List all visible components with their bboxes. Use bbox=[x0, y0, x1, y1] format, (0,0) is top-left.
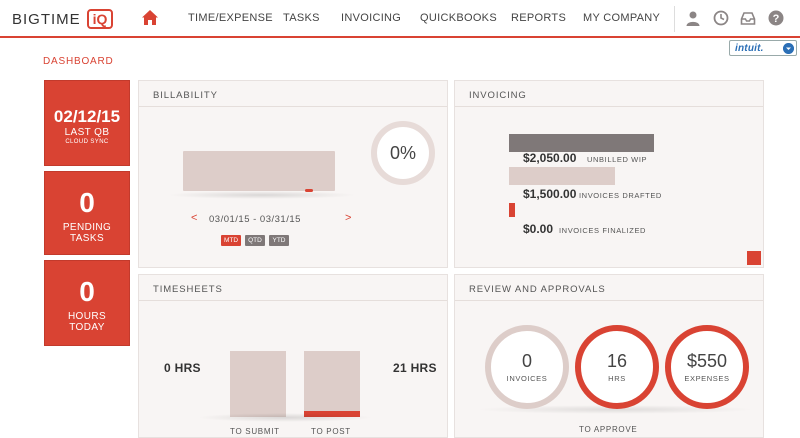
panel-divider bbox=[139, 106, 447, 107]
chart-shadow bbox=[167, 191, 357, 199]
bigtime-logo[interactable]: BIGTIME iQ bbox=[12, 9, 114, 29]
logo-iq-badge: iQ bbox=[86, 9, 114, 29]
nav-my-company[interactable]: MY COMPANY bbox=[583, 12, 661, 24]
billability-marker bbox=[305, 189, 313, 192]
chart-shadow bbox=[475, 405, 755, 414]
sync-date: 02/12/15 bbox=[53, 107, 121, 126]
invoices-approval-ring[interactable]: 0 INVOICES bbox=[485, 325, 569, 409]
pending-tasks-tile[interactable]: 0 PENDING TASKS bbox=[44, 171, 130, 255]
invoicing-corner-button[interactable] bbox=[747, 251, 761, 265]
approvals-title: REVIEW AND APPROVALS bbox=[469, 284, 606, 295]
period-qtd-button[interactable]: QTD bbox=[245, 235, 265, 246]
intuit-label: intuit. bbox=[735, 42, 764, 54]
panel-divider bbox=[455, 300, 763, 301]
nav-divider bbox=[674, 6, 675, 32]
invoicing-panel: INVOICING $2,050.00 UNBILLED WIP $1,500.… bbox=[454, 80, 764, 268]
previous-period-arrow[interactable]: < bbox=[191, 212, 198, 224]
nav-tasks[interactable]: TASKS bbox=[283, 12, 320, 24]
panel-divider bbox=[139, 300, 447, 301]
unbilled-wip-label: UNBILLED WIP bbox=[587, 155, 648, 164]
invoices-drafted-bar bbox=[509, 167, 615, 185]
to-post-caption: TO POST bbox=[311, 427, 351, 436]
to-post-fill bbox=[304, 411, 360, 417]
nav-invoicing[interactable]: INVOICING bbox=[341, 12, 402, 24]
period-mtd-button[interactable]: MTD bbox=[221, 235, 241, 246]
sync-label: LAST QB bbox=[64, 127, 110, 138]
expenses-approval-amount: $550 bbox=[686, 351, 728, 371]
hours-approval-label: HRS bbox=[608, 374, 626, 383]
to-post-hours: 21 HRS bbox=[393, 361, 437, 375]
invoices-finalized-bar bbox=[509, 203, 515, 217]
billability-area-chart bbox=[183, 151, 335, 191]
invoices-finalized-amount: $0.00 bbox=[523, 222, 554, 236]
period-ytd-button[interactable]: YTD bbox=[269, 235, 289, 246]
nav-quickbooks[interactable]: QUICKBOOKS bbox=[420, 12, 497, 24]
date-range: 03/01/15 - 03/31/15 bbox=[209, 214, 301, 225]
pending-label: PENDING bbox=[62, 222, 112, 233]
logo-text: BIGTIME bbox=[12, 10, 81, 28]
chevron-down-icon bbox=[783, 43, 794, 54]
next-period-arrow[interactable]: > bbox=[345, 212, 352, 224]
intuit-dropdown[interactable]: intuit. bbox=[729, 40, 797, 56]
invoices-approval-count: 0 bbox=[521, 351, 532, 371]
billability-percent: 0% bbox=[389, 142, 416, 163]
approvals-panel: REVIEW AND APPROVALS 0 INVOICES 16 HRS $… bbox=[454, 274, 764, 438]
top-nav: BIGTIME iQ TIME/EXPENSE TASKS INVOICING … bbox=[0, 0, 800, 38]
billability-panel: BILLABILITY 0% < 03/01/15 - 03/31/15 > M… bbox=[138, 80, 448, 268]
invoices-finalized-label: INVOICES FINALIZED bbox=[559, 226, 647, 235]
to-submit-bar bbox=[230, 351, 286, 417]
inbox-icon[interactable] bbox=[740, 10, 756, 26]
expenses-approval-label: EXPENSES bbox=[684, 374, 730, 383]
to-submit-hours: 0 HRS bbox=[164, 361, 201, 375]
to-post-bar bbox=[304, 351, 360, 417]
pending-tasks-count: 0 bbox=[79, 187, 95, 218]
expenses-approval-ring[interactable]: $550 EXPENSES bbox=[665, 325, 749, 409]
invoices-approval-label: INVOICES bbox=[506, 374, 548, 383]
hours-today-tile[interactable]: 0 HOURS TODAY bbox=[44, 260, 130, 346]
help-icon[interactable]: ? bbox=[768, 10, 784, 26]
home-icon[interactable] bbox=[141, 9, 159, 27]
invoices-drafted-amount: $1,500.00 bbox=[523, 187, 577, 201]
unbilled-wip-amount: $2,050.00 bbox=[523, 151, 577, 165]
page-title: DASHBOARD bbox=[43, 56, 114, 67]
hours-today-count: 0 bbox=[79, 276, 95, 307]
chart-shadow bbox=[197, 413, 373, 422]
hours-label: HOURS bbox=[67, 311, 107, 322]
invoicing-title: INVOICING bbox=[469, 90, 527, 101]
clock-icon[interactable] bbox=[713, 10, 729, 26]
sync-sublabel: CLOUD SYNC bbox=[65, 139, 109, 145]
nav-time-expense[interactable]: TIME/EXPENSE bbox=[188, 12, 273, 24]
panel-divider bbox=[455, 106, 763, 107]
tasks-label: TASKS bbox=[69, 233, 105, 244]
billability-title: BILLABILITY bbox=[153, 90, 218, 101]
unbilled-wip-bar bbox=[509, 134, 654, 152]
timesheets-title: TIMESHEETS bbox=[153, 284, 223, 295]
hours-approval-count: 16 bbox=[606, 351, 628, 371]
timesheets-panel: TIMESHEETS 0 HRS 21 HRS TO SUBMIT TO POS… bbox=[138, 274, 448, 438]
invoices-drafted-label: INVOICES DRAFTED bbox=[579, 191, 662, 200]
hours-approval-ring[interactable]: 16 HRS bbox=[575, 325, 659, 409]
user-icon[interactable] bbox=[685, 10, 701, 26]
qb-sync-tile[interactable]: 02/12/15 LAST QB CLOUD SYNC bbox=[44, 80, 130, 166]
today-label: TODAY bbox=[69, 322, 105, 333]
to-submit-caption: TO SUBMIT bbox=[230, 427, 280, 436]
billability-percent-ring: 0% bbox=[371, 121, 435, 185]
svg-text:?: ? bbox=[773, 13, 780, 25]
nav-reports[interactable]: REPORTS bbox=[511, 12, 567, 24]
to-approve-caption: TO APPROVE bbox=[579, 425, 638, 434]
